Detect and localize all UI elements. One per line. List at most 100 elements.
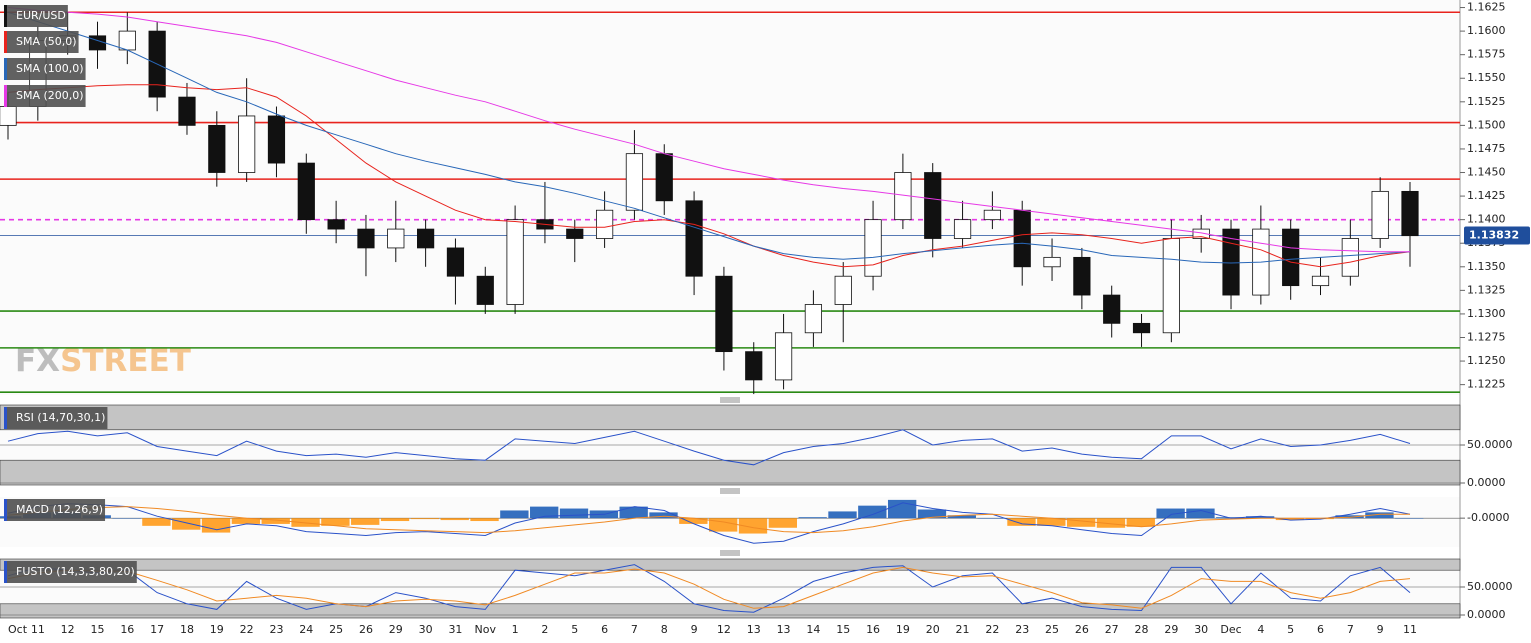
candle-body	[1043, 256, 1061, 268]
x-tick-label: 24	[299, 623, 313, 636]
y-tick-label: 1.1600	[1467, 24, 1506, 37]
legend-title: EUR/USD	[16, 9, 66, 22]
x-tick-label: 22	[240, 623, 254, 636]
histogram-bar	[1186, 508, 1215, 519]
x-tick-label: 13	[747, 623, 761, 636]
indicator-line	[7, 502, 1411, 544]
label-stripe	[4, 561, 7, 583]
panel-title: FUSTO (14,3,3,80,20)	[4, 561, 137, 583]
histogram-bar	[261, 518, 290, 524]
x-tick-label: 25	[329, 623, 343, 636]
histogram-bar	[1096, 518, 1126, 528]
y-tick-label: 1.1450	[1467, 166, 1506, 179]
x-tick-label: 29	[1164, 623, 1178, 636]
x-tick-label: 23	[1015, 623, 1029, 636]
y-tick-label: 1.1500	[1467, 118, 1506, 131]
candle-body	[506, 219, 524, 305]
x-tick-label: 5	[571, 623, 578, 636]
indicator-line	[7, 564, 1411, 613]
x-tick-label: 7	[1347, 623, 1354, 636]
overbought-band	[0, 558, 1461, 571]
x-tick-label: 28	[1135, 623, 1149, 636]
y-tick-label: 1.1225	[1467, 378, 1506, 391]
histogram-bar	[440, 518, 469, 521]
candle-body	[1073, 256, 1091, 296]
x-tick-label: 9	[691, 623, 698, 636]
y-tick-label: 1.1275	[1467, 330, 1506, 343]
label-box	[4, 85, 86, 107]
indicator-line	[7, 566, 1411, 609]
label-stripe	[4, 499, 7, 521]
candle-body	[0, 106, 17, 126]
histogram-bar	[1037, 518, 1066, 526]
label-box	[4, 58, 86, 80]
histogram-bar	[1007, 518, 1036, 526]
candle-body	[715, 275, 733, 353]
last-price-label: 1.13832	[1469, 228, 1519, 241]
x-tick-label: 12	[717, 623, 731, 636]
histogram-bar	[559, 508, 589, 519]
x-tick-label: 14	[806, 623, 820, 636]
x-tick-label: 19	[896, 623, 910, 636]
x-tick-label: 12	[61, 623, 75, 636]
label-stripe	[4, 85, 7, 107]
x-tick-label: 27	[1105, 623, 1119, 636]
candle-body	[1132, 322, 1151, 334]
x-tick-label: 29	[389, 623, 403, 636]
panel-title: MACD (12,26,9)	[4, 499, 106, 521]
label-box	[4, 561, 137, 583]
indicator-line	[7, 506, 1410, 534]
histogram-bar	[231, 518, 261, 524]
x-tick-label: 30	[1194, 623, 1208, 636]
histogram-bar	[649, 512, 678, 519]
y-tick-label: 1.1625	[1467, 1, 1506, 14]
oversold-band	[0, 459, 1461, 486]
y-tick-label: 50.0000	[1467, 438, 1513, 451]
candle-body	[685, 200, 703, 277]
y-tick-label: 0.0000	[1467, 608, 1506, 621]
panel-resize-handles[interactable]	[720, 397, 740, 556]
histogram-bar	[470, 518, 499, 522]
candle-body	[566, 228, 584, 239]
histogram-bar	[1275, 518, 1305, 521]
candle-body	[864, 219, 882, 277]
histogram-bar	[947, 515, 976, 519]
histogram-bar	[1365, 512, 1394, 519]
candle-body	[476, 275, 494, 305]
candle-body	[1222, 228, 1240, 296]
x-tick-label: 13	[777, 623, 791, 636]
histogram-bar	[112, 518, 141, 519]
x-tick-label: 8	[661, 623, 668, 636]
legend-entry: SMA (200,0)	[16, 89, 84, 102]
x-tick-label: 30	[419, 623, 433, 636]
histogram-bar	[828, 511, 857, 519]
histogram-bar	[351, 518, 380, 525]
candle-body	[745, 351, 763, 381]
label-box	[4, 5, 68, 27]
candle-body	[625, 153, 644, 211]
candle-body	[238, 115, 256, 173]
legend-entry: SMA (50,0)	[16, 35, 77, 48]
candle-body	[1192, 228, 1210, 239]
x-tick-label: 31	[448, 623, 462, 636]
histogram-bar	[321, 518, 350, 526]
candle-body	[983, 209, 1001, 221]
y-tick-label: 1.1300	[1467, 307, 1506, 320]
histogram-bar	[410, 518, 440, 520]
histogram-bar	[530, 506, 559, 519]
candle-body	[208, 124, 226, 173]
x-tick-label: 5	[1287, 623, 1294, 636]
histogram-bar	[142, 518, 171, 526]
x-tick-label: 19	[210, 623, 224, 636]
label-box	[4, 499, 106, 521]
panel-title: RSI (14,70,30,1)	[4, 407, 108, 429]
candle-body	[1103, 294, 1121, 324]
histogram-bar	[1066, 518, 1096, 527]
x-tick-label: 25	[1045, 623, 1059, 636]
x-tick-label: 15	[90, 623, 104, 636]
candle-body	[387, 228, 405, 249]
label-box	[4, 407, 108, 429]
y-tick-label: 1.1475	[1467, 142, 1506, 155]
histogram-bar	[709, 518, 738, 532]
